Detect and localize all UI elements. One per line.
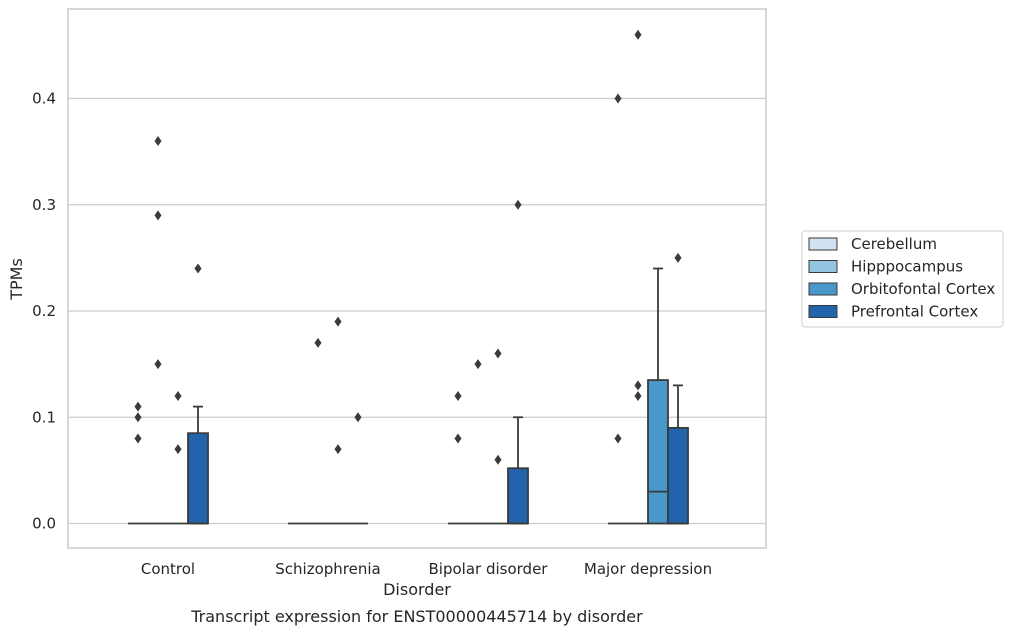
legend-swatch xyxy=(808,260,838,273)
y-tick-label: 0.1 xyxy=(32,408,56,426)
outlier-point xyxy=(614,433,622,444)
y-tick-label: 0.0 xyxy=(32,515,56,533)
x-tick-label: Major depression xyxy=(584,560,712,578)
y-tick-labels: 0.0 0.1 0.2 0.3 0.4 xyxy=(32,90,56,533)
box-plot-element xyxy=(348,412,368,525)
box-plot-element xyxy=(148,136,168,525)
box-plot-element xyxy=(647,267,669,525)
box xyxy=(647,379,669,525)
outlier-point xyxy=(154,210,162,221)
box xyxy=(507,467,529,525)
outlier-point xyxy=(514,199,522,210)
outlier-point xyxy=(334,444,342,455)
outlier-point xyxy=(634,391,642,401)
legend-frame xyxy=(801,230,1004,328)
outlier-point xyxy=(154,359,162,370)
outlier-point xyxy=(354,412,362,423)
box-plot-element xyxy=(608,93,628,525)
box-plot-element xyxy=(168,391,188,525)
legend-label: Cerebellum xyxy=(851,235,937,253)
outlier-point xyxy=(634,29,642,40)
outlier-point xyxy=(134,433,142,444)
legend-swatch xyxy=(808,305,838,318)
plot-frame xyxy=(67,8,767,549)
legend-swatch xyxy=(808,237,838,251)
outlier-point xyxy=(494,454,502,465)
box-plot-element xyxy=(448,391,468,525)
box-plot-element xyxy=(308,337,328,525)
box-plot-element xyxy=(328,316,348,525)
box xyxy=(187,432,209,525)
x-tick-label: Bipolar disorder xyxy=(429,560,549,578)
outlier-point xyxy=(154,136,162,146)
x-tick-label: Schizophrenia xyxy=(275,560,380,578)
outlier-point xyxy=(494,348,502,359)
box-plot-element xyxy=(187,263,209,525)
outlier-point xyxy=(614,93,622,104)
x-tick-labels: Control Schizophrenia Bipolar disorder Majo… xyxy=(141,560,712,578)
y-tick-label: 0.3 xyxy=(32,196,56,214)
box-plot-element xyxy=(128,401,148,525)
outlier-point xyxy=(134,412,142,423)
outlier-point xyxy=(194,263,202,274)
legend-swatch xyxy=(808,282,838,296)
legend: Cerebellum Hipppocampus Orbitofontal Corte… xyxy=(801,230,1004,328)
chart-caption: Transcript expression for ENST0000044571… xyxy=(190,607,643,626)
box xyxy=(667,426,689,525)
outlier-point xyxy=(674,252,682,263)
legend-items: Cerebellum Hipppocampus Orbitofontal Corte… xyxy=(808,235,995,321)
outlier-point xyxy=(314,337,322,348)
box-plot-element xyxy=(468,359,488,525)
legend-label: Hipppocampus xyxy=(851,258,963,276)
box-plot-element xyxy=(628,29,648,525)
legend-label: Prefrontal Cortex xyxy=(851,303,978,321)
y-tick-label: 0.4 xyxy=(32,90,56,108)
outlier-point xyxy=(174,444,182,455)
outlier-point xyxy=(454,391,462,401)
outlier-point xyxy=(334,316,342,327)
x-axis-label: Disorder xyxy=(383,580,451,599)
box-plot-element xyxy=(507,199,529,525)
box-layer xyxy=(128,29,689,525)
box-plot-element xyxy=(667,252,689,525)
outlier-point xyxy=(174,391,182,401)
legend-label: Orbitofontal Cortex xyxy=(851,280,995,298)
outlier-point xyxy=(454,433,462,444)
y-axis-label: TPMs xyxy=(7,258,26,301)
y-tick-label: 0.2 xyxy=(32,302,56,320)
x-tick-label: Control xyxy=(141,560,195,578)
outlier-point xyxy=(134,401,142,412)
outlier-point xyxy=(474,359,482,370)
box-plot-element xyxy=(488,348,508,525)
outlier-point xyxy=(634,380,642,391)
